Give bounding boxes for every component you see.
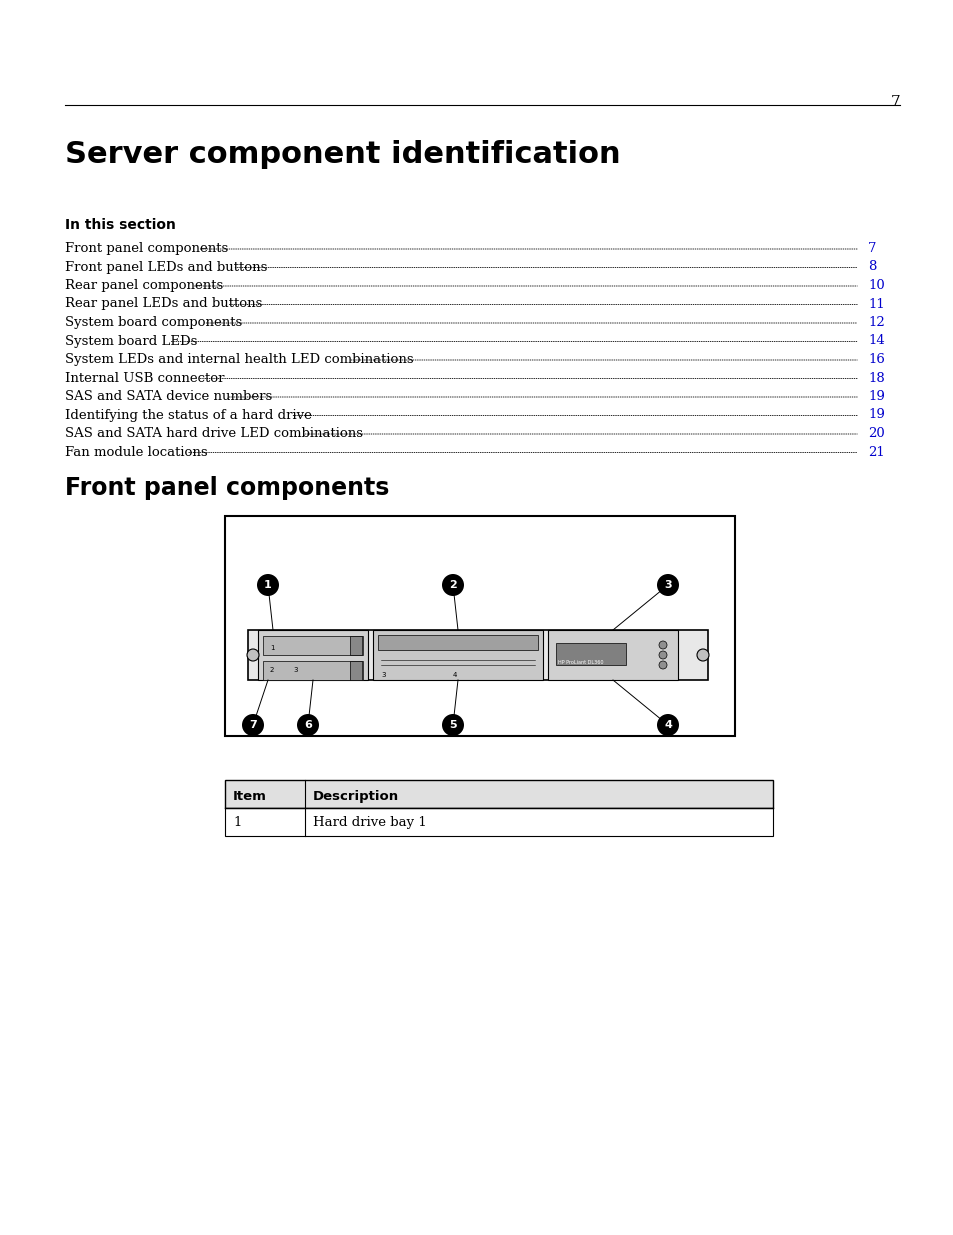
Text: 2: 2 — [270, 667, 274, 673]
Text: 19: 19 — [867, 390, 884, 403]
Text: 5: 5 — [449, 720, 456, 730]
Bar — [547, 630, 678, 680]
Text: 1: 1 — [264, 580, 272, 590]
Text: Description: Description — [313, 790, 398, 803]
Text: 1: 1 — [233, 816, 241, 829]
Text: HP ProLiant DL360: HP ProLiant DL360 — [558, 659, 603, 664]
Text: Identifying the status of a hard drive: Identifying the status of a hard drive — [65, 409, 312, 421]
Text: System LEDs and internal health LED combinations: System LEDs and internal health LED comb… — [65, 353, 414, 366]
Text: Front panel components: Front panel components — [65, 242, 228, 254]
Text: In this section: In this section — [65, 219, 175, 232]
Text: SAS and SATA hard drive LED combinations: SAS and SATA hard drive LED combinations — [65, 427, 363, 440]
Text: 19: 19 — [867, 409, 884, 421]
Text: 21: 21 — [867, 446, 883, 458]
Circle shape — [296, 714, 318, 736]
Text: 11: 11 — [867, 298, 883, 310]
Text: 18: 18 — [867, 372, 883, 384]
Text: 4: 4 — [663, 720, 671, 730]
Circle shape — [657, 714, 679, 736]
Bar — [225, 808, 772, 836]
Bar — [377, 635, 537, 650]
Text: System board LEDs: System board LEDs — [65, 335, 197, 347]
Text: Server component identification: Server component identification — [65, 140, 620, 169]
Text: Fan module locations: Fan module locations — [65, 446, 208, 458]
Text: 3: 3 — [663, 580, 671, 590]
Circle shape — [242, 714, 264, 736]
Circle shape — [659, 641, 666, 650]
Text: 7: 7 — [249, 720, 256, 730]
Text: 16: 16 — [867, 353, 884, 366]
Text: 7: 7 — [867, 242, 876, 254]
Circle shape — [256, 574, 278, 597]
Text: Internal USB connector: Internal USB connector — [65, 372, 224, 384]
Bar — [248, 630, 707, 680]
Bar — [350, 661, 361, 680]
Text: 10: 10 — [867, 279, 883, 291]
Bar — [373, 630, 542, 680]
Circle shape — [659, 651, 666, 659]
Circle shape — [441, 574, 463, 597]
Bar — [556, 643, 625, 664]
Text: 1: 1 — [270, 645, 274, 651]
Text: Front panel LEDs and buttons: Front panel LEDs and buttons — [65, 261, 267, 273]
Text: 4: 4 — [453, 672, 456, 678]
Circle shape — [659, 661, 666, 669]
Text: 2: 2 — [449, 580, 456, 590]
Text: 6: 6 — [304, 720, 312, 730]
Circle shape — [657, 574, 679, 597]
Text: 8: 8 — [867, 261, 876, 273]
Text: Hard drive bay 1: Hard drive bay 1 — [313, 816, 426, 829]
Text: SAS and SATA device numbers: SAS and SATA device numbers — [65, 390, 272, 403]
Text: 20: 20 — [867, 427, 883, 440]
Text: System board components: System board components — [65, 316, 242, 329]
Text: 14: 14 — [867, 335, 883, 347]
Text: Rear panel components: Rear panel components — [65, 279, 223, 291]
Bar — [225, 516, 734, 736]
Bar — [263, 636, 363, 655]
Circle shape — [247, 650, 258, 661]
Text: 3: 3 — [293, 667, 297, 673]
Circle shape — [697, 650, 708, 661]
Bar — [350, 636, 361, 655]
Text: Rear panel LEDs and buttons: Rear panel LEDs and buttons — [65, 298, 262, 310]
Circle shape — [441, 714, 463, 736]
Text: Item: Item — [233, 790, 267, 803]
Text: 7: 7 — [889, 95, 899, 109]
Text: 12: 12 — [867, 316, 883, 329]
Bar — [257, 630, 368, 680]
Bar — [225, 781, 772, 808]
Text: 3: 3 — [380, 672, 385, 678]
Bar — [263, 661, 363, 680]
Text: Front panel components: Front panel components — [65, 475, 389, 500]
